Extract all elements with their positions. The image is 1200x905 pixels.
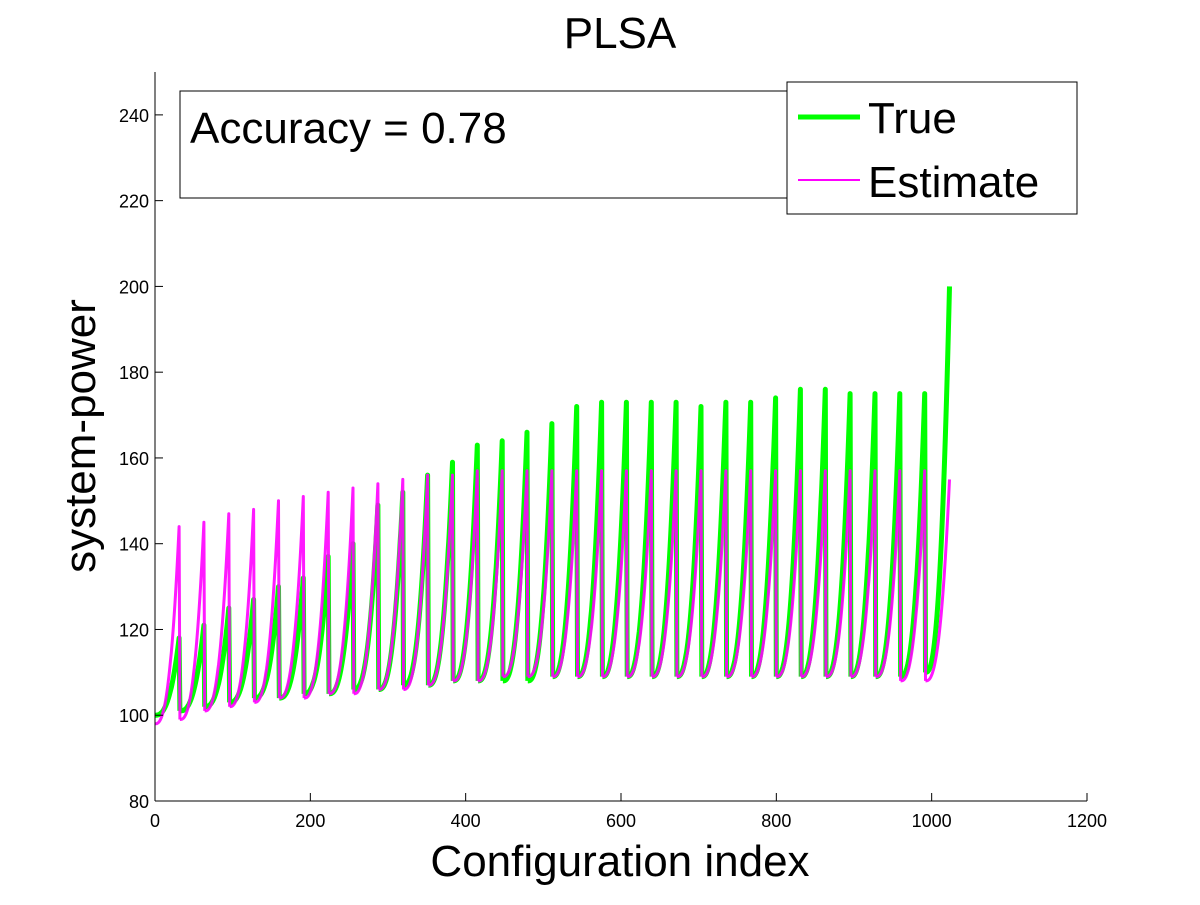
legend-frame xyxy=(786,81,1078,215)
series-line-segment xyxy=(551,469,579,679)
series-line-segment xyxy=(427,473,455,687)
series-line-segment xyxy=(898,391,928,680)
series-line-segment xyxy=(775,469,803,679)
legend-label-estimate: Estimate xyxy=(868,158,1039,207)
series-line-segment xyxy=(203,512,232,713)
y-tick-label: 200 xyxy=(119,277,149,297)
series-line-segment xyxy=(502,469,530,679)
y-tick-label: 100 xyxy=(119,706,149,726)
series-line-segment xyxy=(228,507,256,709)
x-tick-label: 1200 xyxy=(1067,811,1107,831)
series-line-segment xyxy=(402,473,430,691)
x-tick-label: 0 xyxy=(150,811,160,831)
series-line-segment xyxy=(651,469,679,679)
y-tick-label: 220 xyxy=(119,192,149,212)
x-tick-label: 200 xyxy=(295,811,325,831)
series-line-segment xyxy=(800,469,828,679)
series-line-segment xyxy=(526,469,555,679)
accuracy-annotation: Accuracy = 0.78 xyxy=(190,104,507,153)
x-tick-label: 400 xyxy=(451,811,481,831)
series-line-segment xyxy=(303,490,331,700)
series-line-segment xyxy=(700,469,729,679)
series-line-segment xyxy=(252,584,282,701)
series-line-segment xyxy=(924,479,951,683)
series-line-segment xyxy=(899,469,927,683)
series-line-segment xyxy=(750,469,778,679)
series-line-segment xyxy=(850,469,878,679)
x-axis-label: Configuration index xyxy=(430,837,809,886)
series-line-segment xyxy=(626,469,654,679)
legend: True Estimate xyxy=(786,81,1078,215)
series-line-segment xyxy=(253,499,281,704)
x-tick-label: 600 xyxy=(606,811,636,831)
x-tick-label: 800 xyxy=(761,811,791,831)
series-estimate xyxy=(154,469,951,726)
y-tick-label: 160 xyxy=(119,449,149,469)
legend-label-true: True xyxy=(868,94,957,143)
annotation-frame xyxy=(179,90,791,199)
chart-title: PLSA xyxy=(564,9,677,58)
axes-layer: 0 200 400 600 800 1000 1200 80 100 120 140 160 180 20… xyxy=(119,72,1107,831)
series-line-segment xyxy=(676,469,704,679)
series-line-segment xyxy=(278,495,306,700)
series-line-segment xyxy=(601,469,629,679)
series-line-segment xyxy=(923,286,952,675)
series-line-segment xyxy=(576,469,604,679)
annotation-box: Accuracy = 0.78 xyxy=(179,90,791,199)
x-tick-label: 1000 xyxy=(912,811,952,831)
y-tick-label: 140 xyxy=(119,535,149,555)
series-line-segment xyxy=(227,597,257,705)
y-axis-label: system-power xyxy=(56,299,105,573)
series-line-segment xyxy=(874,469,903,681)
series-line-segment xyxy=(179,520,207,721)
series-line-segment xyxy=(377,477,405,691)
series-line-segment xyxy=(328,486,356,696)
series-layer xyxy=(153,286,952,726)
series-line-segment xyxy=(352,482,381,696)
series-line-segment xyxy=(452,469,480,683)
y-tick-label: 240 xyxy=(119,106,149,126)
y-tick-label: 180 xyxy=(119,363,149,383)
series-line-segment xyxy=(725,469,753,679)
series-line-segment xyxy=(202,605,233,710)
y-tick-label: 120 xyxy=(119,620,149,640)
series-line-segment xyxy=(477,469,505,683)
y-tick-label: 80 xyxy=(129,792,149,812)
series-line-segment xyxy=(153,635,183,718)
series-line-segment xyxy=(178,622,208,714)
series-line-segment xyxy=(825,469,853,679)
series-line-segment xyxy=(154,525,182,726)
